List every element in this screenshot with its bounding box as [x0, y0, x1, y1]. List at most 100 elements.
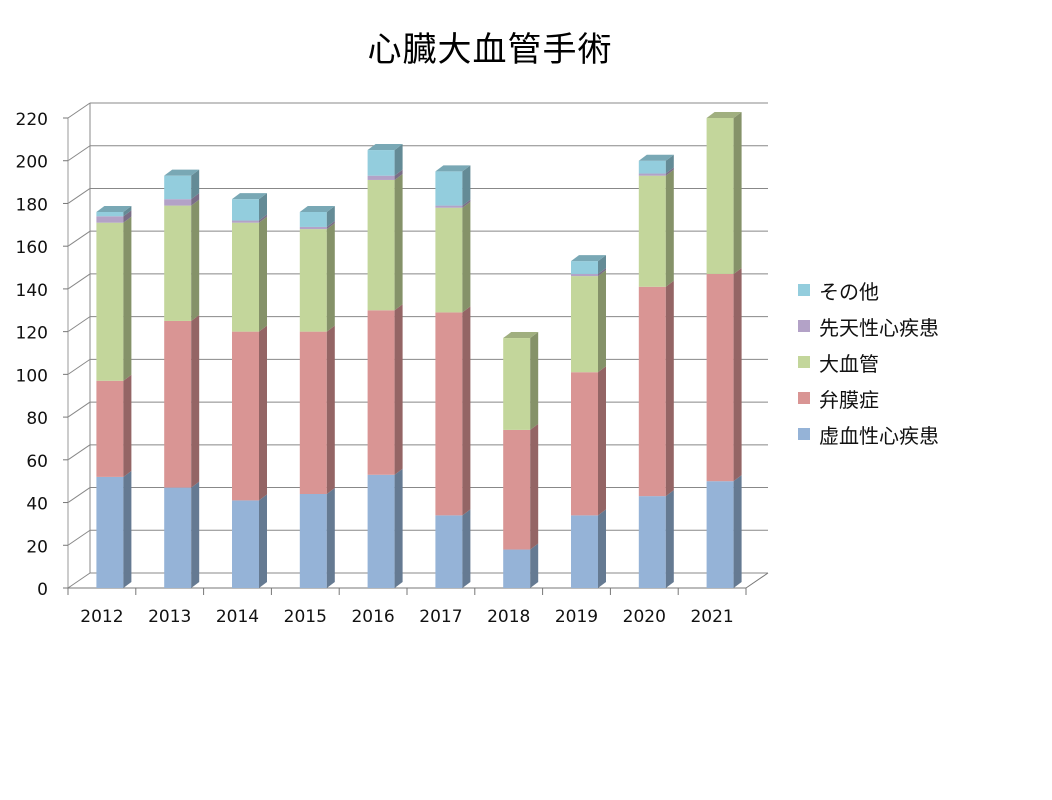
bar-front [503, 429, 531, 550]
bar-front [299, 494, 327, 588]
bar-top [232, 193, 267, 200]
bar-segment [367, 304, 403, 475]
legend-swatch [798, 356, 810, 368]
bar-side [191, 481, 200, 588]
bar-front [96, 476, 124, 588]
chart-title: 心臓大血管手術 [367, 30, 613, 70]
y-tick-label: 200 [16, 153, 48, 173]
y-tick-label: 80 [26, 409, 48, 429]
bar-top [638, 154, 674, 161]
bar-side [733, 475, 742, 588]
bar-side [326, 325, 335, 494]
bar-front [96, 216, 124, 223]
bar-front [638, 175, 666, 287]
bar-segment [299, 325, 335, 494]
bar-side [191, 169, 200, 200]
bar-front [96, 222, 124, 381]
x-tick-label: 2015 [284, 607, 327, 627]
bar-side [462, 165, 471, 206]
bar-top [96, 206, 132, 212]
y-tick-label: 60 [26, 452, 48, 472]
bar-side [191, 314, 200, 488]
bar-front [638, 286, 666, 497]
legend-swatch [798, 428, 810, 440]
gridline-connector [67, 529, 91, 546]
y-tick-label: 140 [16, 281, 48, 301]
legend-swatch [798, 320, 810, 332]
bar-front [232, 222, 259, 332]
y-tick-label: 20 [26, 537, 48, 557]
bar-front [164, 320, 192, 488]
bar-front [232, 500, 259, 588]
bar-front [503, 549, 531, 588]
gridline-connector [67, 102, 91, 119]
tick-labels: 0 20 40 60 80 100 120 140 160 180 200 220 2012 2013 20… [16, 110, 734, 627]
bar-side [259, 216, 267, 332]
bar-front [299, 229, 327, 332]
bar-segment [367, 173, 403, 311]
bar-segment [299, 223, 335, 332]
bar-front [571, 276, 598, 373]
x-tick-label: 2019 [555, 607, 598, 627]
bar-segment [571, 255, 606, 274]
bar-segment [96, 210, 132, 223]
legend-label: その他 [819, 279, 879, 304]
gridline-connector [67, 230, 91, 247]
bar-top [706, 112, 742, 118]
y-tick-label: 0 [37, 580, 48, 600]
bar-segment [164, 193, 200, 206]
bar-side [123, 210, 132, 223]
bar-front [638, 496, 666, 588]
bar-front [164, 487, 192, 588]
x-tick-label: 2016 [351, 607, 394, 627]
bar-side [123, 206, 132, 217]
bar-side [530, 543, 539, 588]
bar-front [571, 273, 598, 277]
bar-segment [503, 543, 539, 588]
bar-side [326, 220, 335, 230]
bar-side [259, 193, 267, 221]
bar-segment [435, 199, 471, 208]
bar-side [462, 199, 471, 208]
gridline-connector [67, 273, 91, 290]
bar-side [394, 173, 403, 311]
bar-front [367, 150, 395, 176]
bar-segment [435, 201, 471, 313]
bar-side [259, 494, 267, 588]
bar-front [638, 173, 666, 176]
x-tick-label: 2017 [419, 607, 462, 627]
bar-side [394, 144, 403, 176]
y-tick-label: 100 [16, 366, 48, 386]
bar-segment [164, 481, 200, 588]
bar-side [530, 423, 539, 550]
bar-side [259, 214, 267, 223]
bar-front [435, 171, 463, 206]
gridline-connector [67, 188, 91, 204]
bar-front [96, 212, 124, 217]
bar-side [123, 216, 132, 381]
bar-segment [299, 220, 335, 230]
bar-side [259, 325, 267, 501]
bar-side [394, 169, 403, 180]
bar-top [299, 206, 335, 212]
bar-side [326, 488, 335, 588]
bar-front [164, 199, 192, 206]
bar-segment [232, 214, 267, 223]
bar-side [665, 154, 674, 174]
gridline-connector [67, 401, 91, 418]
bar-side [123, 374, 132, 477]
bar-front [706, 481, 734, 588]
bar-front [503, 338, 531, 430]
bar-segment [367, 468, 403, 588]
bar-side [665, 167, 674, 176]
bar-segment [638, 490, 674, 588]
bar-side [326, 223, 335, 332]
bar-side [462, 306, 471, 516]
bar-side [665, 490, 674, 588]
bar-top [503, 332, 539, 339]
bar-segment [164, 314, 200, 488]
bar-segment [435, 509, 471, 588]
floor-edge [745, 572, 769, 589]
y-tick-label: 180 [16, 195, 48, 215]
